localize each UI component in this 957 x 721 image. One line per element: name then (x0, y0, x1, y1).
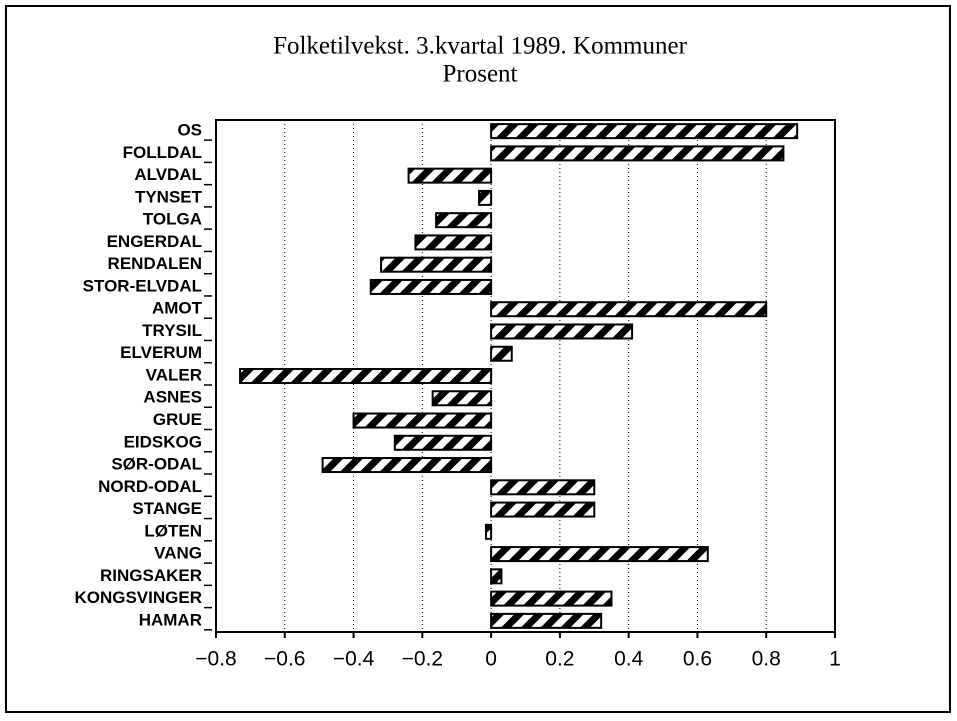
plot-frame (215, 119, 836, 633)
x-tick-label: 0.6 (683, 648, 712, 671)
y-tick-label: EIDSKOG (124, 432, 202, 451)
bar (393, 434, 493, 451)
bar (490, 301, 768, 318)
y-tick-label: TOLGA (143, 210, 202, 229)
bar (490, 145, 785, 162)
x-tick-label: 0 (485, 648, 497, 671)
y-tick-label: OS (177, 121, 202, 140)
bar (490, 546, 709, 563)
y-tick-label: AMOT (152, 299, 203, 318)
bar (478, 189, 493, 206)
x-tick-label: −0.6 (264, 648, 305, 671)
bar (321, 457, 493, 474)
x-tick-label: −0.4 (333, 648, 375, 671)
bar (490, 123, 799, 140)
y-tick-label: TRYSIL (142, 321, 202, 340)
x-tick-label: 0.4 (614, 648, 644, 671)
y-tick-label: NORD-ODAL (98, 477, 202, 496)
bar (380, 256, 493, 273)
x-tick-label: 1 (829, 648, 841, 671)
bar (435, 212, 493, 229)
y-tick-label: ELVERUM (120, 343, 202, 362)
y-tick-label: KONGSVINGER (74, 588, 202, 607)
x-tick-label: 0.8 (752, 648, 781, 671)
y-tick-label: FOLLDAL (123, 143, 202, 162)
bar (490, 568, 503, 585)
bar (414, 234, 493, 251)
bar (490, 501, 596, 518)
bar (484, 523, 493, 540)
bar (490, 612, 603, 629)
y-tick-label: VANG (154, 544, 202, 563)
bar (490, 323, 634, 340)
chart-subtitle: Prosent (443, 61, 518, 88)
y-tick-label: TYNSET (135, 187, 203, 206)
y-tick-label: ALVDAL (134, 165, 202, 184)
y-tick-label: RINGSAKER (100, 566, 202, 585)
bar (239, 368, 493, 384)
y-tick-label: STOR-ELVDAL (83, 276, 202, 295)
y-tick-label: VALER (146, 365, 202, 384)
x-tick-label: −0.8 (195, 648, 236, 671)
bar (490, 590, 613, 607)
chart-title: Folketilvekst. 3.kvartal 1989. Kommuner (273, 33, 688, 60)
bar (407, 167, 493, 184)
y-tick-label: RENDALEN (108, 254, 202, 273)
bar (490, 479, 596, 496)
y-tick-label: LØTEN (144, 521, 202, 540)
bar (369, 278, 493, 295)
y-tick-label: ENGERDAL (107, 232, 202, 251)
x-tick-label: 0.2 (545, 648, 574, 671)
bar (431, 390, 493, 407)
bar (352, 412, 493, 429)
x-tick-label: −0.2 (402, 648, 443, 671)
y-tick-label: HAMAR (139, 610, 202, 629)
frame (5, 5, 951, 713)
bar (490, 345, 513, 362)
y-tick-label: SØR-ODAL (111, 455, 202, 474)
y-tick-label: STANGE (132, 499, 202, 518)
y-tick-label: ASNES (143, 388, 202, 407)
y-tick-label: GRUE (153, 410, 202, 429)
